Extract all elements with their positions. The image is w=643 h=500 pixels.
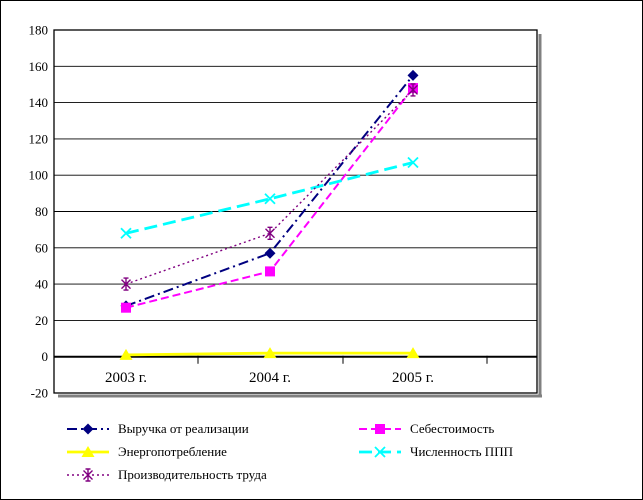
frame-shadow-bottom — [58, 394, 542, 398]
x-axis-category-label: 2005 г. — [392, 370, 434, 386]
x-axis-category-label: 2004 г. — [249, 370, 291, 386]
triangle-marker-icon-p0 — [119, 348, 133, 360]
diamond-marker-icon-p1 — [264, 247, 276, 259]
asterisk-marker-icon-p2 — [408, 83, 418, 97]
square-marker-icon-p1 — [265, 266, 275, 277]
frame-shadow-right — [538, 34, 542, 397]
plot-area-border — [53, 29, 538, 394]
diamond-marker-icon-p2 — [407, 69, 419, 81]
series-line-0 — [125, 74, 414, 307]
y-axis-tick-label: 0 — [42, 349, 49, 364]
triangle-marker-icon-p2 — [406, 347, 420, 359]
y-axis-tick-label: 80 — [35, 204, 48, 219]
square-marker-icon-p0 — [121, 302, 131, 313]
y-axis-tick-label: -20 — [31, 386, 48, 401]
y-axis-tick-label: 20 — [35, 313, 48, 328]
x-marker-icon-p1 — [264, 193, 276, 205]
series-line-4 — [125, 89, 414, 285]
asterisk-marker-icon-p1 — [265, 226, 275, 240]
y-axis-tick-label: 60 — [35, 240, 48, 255]
x-axis-category-label: 2003 г. — [105, 370, 147, 386]
y-axis-tick-label: 160 — [29, 59, 49, 74]
x-marker-icon-p2 — [407, 156, 419, 169]
series-line-3 — [125, 161, 414, 235]
x-marker-icon-p0 — [120, 227, 132, 239]
y-axis-tick-label: 100 — [29, 168, 49, 183]
y-axis-tick-label: 180 — [29, 23, 49, 38]
y-axis-tick-label: 140 — [29, 95, 49, 110]
asterisk-marker-icon-p0 — [121, 277, 131, 291]
y-axis-tick-label: 40 — [35, 277, 48, 292]
triangle-marker-icon-p1 — [263, 347, 277, 359]
y-axis-tick-label: 120 — [29, 131, 49, 146]
